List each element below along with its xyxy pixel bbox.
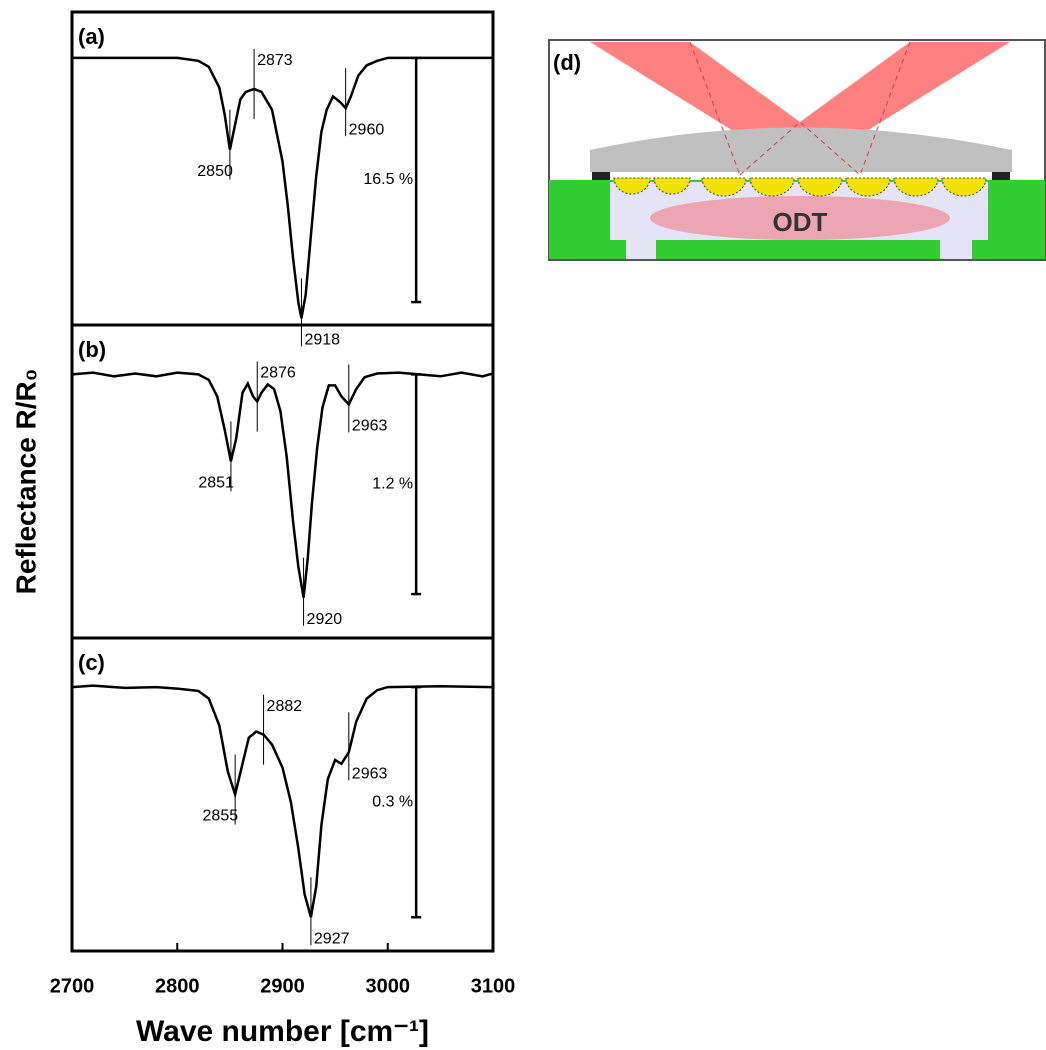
glow — [650, 196, 950, 240]
y-axis-title: Reflectance R/R₀ — [10, 369, 41, 595]
x-tick-label: 2800 — [155, 975, 200, 997]
spectrum-line — [71, 371, 494, 598]
panel-frame — [70, 636, 495, 953]
peak-label: 2918 — [304, 332, 340, 349]
x-tick-label: 3100 — [471, 975, 516, 997]
x-tick-label: 2700 — [50, 975, 95, 997]
spectrum-line — [71, 684, 494, 918]
schematic: (d) ODT — [548, 39, 1046, 261]
peak-label: 2882 — [267, 698, 303, 715]
beam-paths — [689, 41, 911, 176]
panel-label: (a) — [78, 24, 105, 49]
x-axis-title: Wave number [cm⁻¹] — [136, 1015, 429, 1048]
channel — [626, 238, 656, 259]
x-tick-label: 2900 — [260, 975, 305, 997]
panel-label: (c) — [78, 650, 105, 675]
prism — [590, 127, 1012, 172]
scale-label: 0.3 % — [372, 793, 413, 810]
peak-label: 2873 — [257, 52, 293, 69]
scale-label: 1.2 % — [372, 475, 413, 492]
peak-label: 2850 — [197, 163, 233, 180]
peak-label: 2876 — [260, 365, 296, 382]
light-beams — [590, 42, 1010, 160]
channel — [940, 238, 972, 259]
contact — [992, 172, 1010, 180]
peak-label: 2963 — [352, 418, 388, 435]
scale-label: 16.5 % — [363, 171, 413, 188]
peak-label: 2920 — [307, 611, 343, 628]
peak-label: 2855 — [203, 808, 239, 825]
peak-label: 2960 — [349, 121, 385, 138]
x-tick-label: 3000 — [366, 975, 411, 997]
peak-label: 2927 — [314, 930, 350, 947]
odt-label: ODT — [773, 207, 828, 237]
nanoparticles — [613, 177, 987, 197]
peak-label: 2963 — [352, 766, 388, 783]
peak-label: 2851 — [198, 475, 234, 492]
panel-label: (b) — [78, 337, 106, 362]
panel-label: (d) — [553, 50, 581, 75]
spectrum-line — [72, 56, 493, 319]
contact — [592, 172, 610, 180]
